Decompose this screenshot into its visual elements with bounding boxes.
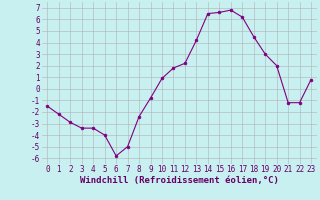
X-axis label: Windchill (Refroidissement éolien,°C): Windchill (Refroidissement éolien,°C) <box>80 176 279 185</box>
